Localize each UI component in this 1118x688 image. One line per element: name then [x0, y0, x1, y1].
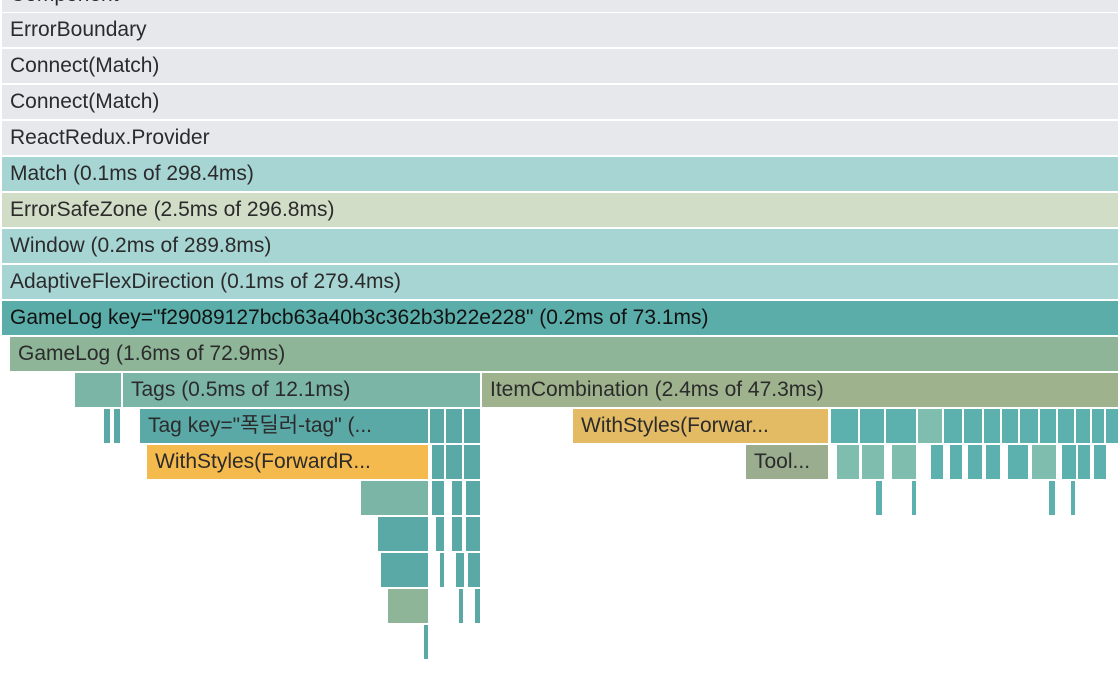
flame-node-gamelog-key[interactable]: GameLog key="f29089127bcb63a40b3c362b3b2… [2, 301, 1118, 335]
flame-node-small[interactable] [1008, 445, 1028, 479]
flame-node-small[interactable] [468, 553, 480, 587]
flame-node-small[interactable] [1058, 409, 1074, 443]
flame-node-tag-key[interactable]: Tag key="폭딜러-tag" (... [140, 409, 428, 443]
flame-node-withstyles-left[interactable]: WithStyles(ForwardR... [147, 445, 428, 479]
flame-node-small[interactable] [464, 409, 480, 443]
flame-node-tiny[interactable] [1049, 481, 1055, 515]
flame-node-small[interactable] [432, 445, 444, 479]
flame-node-small[interactable] [446, 409, 462, 443]
flame-node-gamelog[interactable]: GameLog (1.6ms of 72.9ms) [10, 337, 1118, 371]
flame-node-tiny[interactable] [424, 625, 428, 659]
flame-node-component[interactable]: Component [2, 0, 1118, 12]
flame-node-small[interactable] [432, 481, 444, 515]
flame-node-small[interactable] [918, 409, 942, 443]
flame-node-small[interactable] [1092, 409, 1104, 443]
flame-node-small[interactable] [862, 445, 884, 479]
flame-node-small[interactable] [944, 409, 962, 443]
flame-node-small[interactable] [466, 517, 480, 551]
flame-node-item-combination[interactable]: ItemCombination (2.4ms of 47.3ms) [482, 373, 1118, 407]
flame-node-small[interactable] [986, 445, 1000, 479]
flame-node-small[interactable] [430, 409, 444, 443]
flame-node-small[interactable] [950, 445, 962, 479]
flame-node-error-safe-zone[interactable]: ErrorSafeZone (2.5ms of 296.8ms) [2, 193, 1118, 227]
flame-node-small[interactable] [452, 481, 462, 515]
flame-node-small[interactable] [1020, 409, 1038, 443]
flame-node-small[interactable] [388, 589, 428, 623]
flame-node-adaptive-flex-direction[interactable]: AdaptiveFlexDirection (0.1ms of 279.4ms) [2, 265, 1118, 299]
flame-node-connect-match-1[interactable]: Connect(Match) [2, 49, 1118, 83]
flame-node-small[interactable] [1078, 445, 1090, 479]
flame-node-window[interactable]: Window (0.2ms of 289.8ms) [2, 229, 1118, 263]
flame-node-match[interactable]: Match (0.1ms of 298.4ms) [2, 157, 1118, 191]
flame-node-small[interactable] [831, 409, 858, 443]
flame-node-small[interactable] [837, 445, 859, 479]
flame-node-small[interactable] [456, 553, 464, 587]
flame-node-small[interactable] [464, 445, 480, 479]
flame-node-small[interactable] [1076, 409, 1090, 443]
flame-node-small[interactable] [964, 409, 982, 443]
flame-node-small[interactable] [466, 481, 480, 515]
flame-node-small[interactable] [436, 517, 444, 551]
flame-node-small[interactable] [452, 517, 462, 551]
flame-node-small[interactable] [1002, 409, 1018, 443]
flame-node-small[interactable] [1062, 445, 1076, 479]
flame-node-tooltip[interactable]: Tool... [746, 445, 828, 479]
flame-node-small[interactable] [968, 445, 982, 479]
flame-node-tiny[interactable] [104, 409, 110, 443]
flame-node-react-redux-provider[interactable]: ReactRedux.Provider [2, 121, 1118, 155]
flame-node-small[interactable] [381, 553, 428, 587]
flame-node-tiny[interactable] [440, 553, 444, 587]
flame-node-small[interactable] [378, 517, 428, 551]
flame-node-small[interactable] [984, 409, 1000, 443]
flame-node-small[interactable] [931, 445, 943, 479]
flame-node-tiny[interactable] [912, 481, 916, 515]
flame-node-tiny[interactable] [459, 589, 463, 623]
flame-node-small[interactable] [1094, 445, 1106, 479]
flame-node-tags[interactable]: Tags (0.5ms of 12.1ms) [123, 373, 480, 407]
flame-node-connect-match-2[interactable]: Connect(Match) [2, 85, 1118, 119]
flame-node-small[interactable] [1106, 409, 1118, 443]
flame-node-small[interactable] [361, 481, 428, 515]
flame-node-tiny[interactable] [1071, 481, 1075, 515]
flame-node-small[interactable] [886, 409, 916, 443]
flame-node-small[interactable] [860, 409, 884, 443]
flame-node-small[interactable] [75, 373, 121, 407]
flame-node-small[interactable] [446, 445, 462, 479]
flame-node-withstyles-right[interactable]: WithStyles(Forwar... [573, 409, 828, 443]
flame-node-small[interactable] [1032, 445, 1056, 479]
flame-node-tiny[interactable] [475, 589, 480, 623]
flame-node-tiny[interactable] [114, 409, 120, 443]
flame-node-tiny[interactable] [876, 481, 882, 515]
flame-node-error-boundary[interactable]: ErrorBoundary [2, 13, 1118, 47]
flame-node-small[interactable] [892, 445, 916, 479]
flame-node-small[interactable] [1040, 409, 1056, 443]
